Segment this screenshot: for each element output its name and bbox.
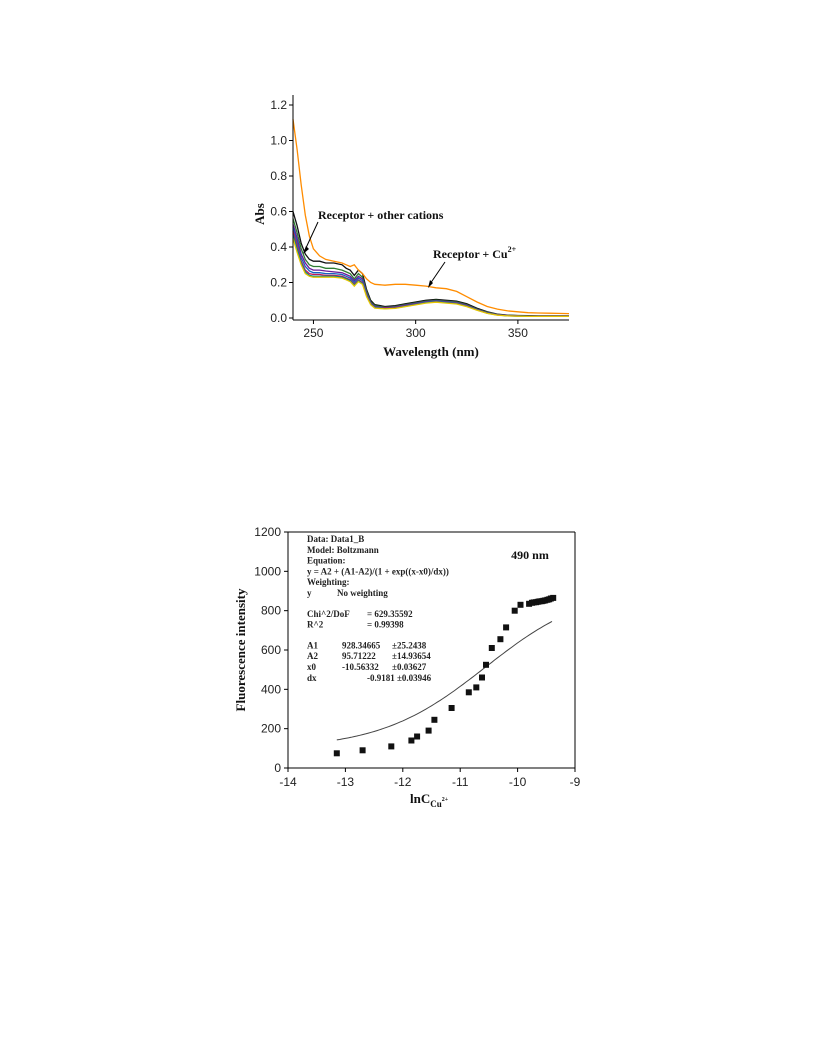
x-tick-label: 250 bbox=[303, 326, 323, 340]
data-point bbox=[479, 674, 485, 681]
y-tick-label: 0 bbox=[274, 761, 281, 775]
y-tick-label: 1200 bbox=[254, 525, 281, 539]
fit-box-text: Data: Data1_B bbox=[307, 534, 364, 544]
x-axis-title-sub-superscript: 2+ bbox=[442, 797, 449, 803]
x-tick-label: 350 bbox=[508, 326, 528, 340]
data-point bbox=[517, 601, 524, 608]
y-tick-label: 0.0 bbox=[270, 311, 287, 325]
fit-box-text: ±25.2438 bbox=[392, 640, 427, 650]
series-line-7 bbox=[292, 119, 570, 315]
fit-curve bbox=[336, 620, 553, 741]
x-axis-title: lnCCu2+ bbox=[410, 791, 449, 809]
x-tick-label: -13 bbox=[337, 775, 355, 789]
fit-box-text: No weighting bbox=[337, 588, 388, 598]
data-point bbox=[408, 737, 415, 744]
x-axis-title-main: lnC bbox=[410, 791, 430, 806]
fit-box-text: x0 bbox=[307, 662, 317, 672]
fit-box-text: ±0.03627 bbox=[392, 662, 427, 672]
data-point bbox=[465, 689, 472, 696]
fit-box-text: A1 bbox=[307, 640, 318, 650]
x-tick-label: -11 bbox=[452, 775, 469, 789]
data-point bbox=[431, 716, 438, 723]
y-tick-label: 1.2 bbox=[270, 98, 287, 112]
data-point bbox=[488, 645, 495, 651]
y-tick-label: 0.6 bbox=[270, 205, 287, 219]
x-tick-label: -10 bbox=[509, 775, 527, 789]
data-point bbox=[359, 747, 366, 754]
data-point bbox=[388, 743, 395, 750]
data-point bbox=[473, 684, 480, 691]
x-tick-label: -14 bbox=[279, 775, 297, 789]
data-point bbox=[483, 661, 489, 668]
y-tick-label: 400 bbox=[261, 682, 281, 696]
data-point bbox=[425, 727, 432, 734]
fit-box-text: Chi^2/DoF bbox=[307, 609, 350, 619]
y-axis-title: Abs bbox=[252, 203, 267, 225]
annotation-cu-superscript: 2+ bbox=[508, 245, 517, 254]
annotation-cu-text: Receptor + Cu bbox=[433, 247, 508, 261]
fit-box-text: y = A2 + (A1-A2)/(1 + exp((x-x0)/dx)) bbox=[307, 566, 449, 576]
data-point bbox=[497, 636, 504, 643]
x-axis-title-subscript: Cu bbox=[430, 799, 442, 809]
data-point bbox=[503, 624, 510, 631]
y-tick-label: 600 bbox=[261, 643, 281, 657]
fit-box-text: Equation: bbox=[307, 556, 346, 566]
x-ticks: -14 -13 -12 -11 -10 -9 bbox=[279, 768, 581, 789]
fit-box-text: A2 bbox=[307, 651, 318, 661]
data-point bbox=[448, 705, 455, 711]
y-ticks: 0 200 400 600 800 1000 1200 bbox=[254, 525, 288, 775]
y-ticks: 0.0 0.2 0.4 0.6 0.8 1.0 1.2 bbox=[270, 98, 293, 325]
plot-area bbox=[333, 594, 557, 757]
y-tick-label: 200 bbox=[261, 722, 281, 736]
y-tick-label: 0.4 bbox=[270, 240, 287, 254]
fit-box-text: 95.71222 bbox=[342, 651, 376, 661]
wavelength-label: 490 nm bbox=[511, 548, 549, 562]
annotation-arrowhead-cu bbox=[428, 280, 433, 288]
annotation-arrow-other bbox=[304, 221, 319, 251]
y-axis-title: Fluorescence intensity bbox=[233, 588, 248, 711]
fit-box-text: -10.56332 bbox=[342, 662, 379, 672]
fit-box-text: ±14.93654 bbox=[392, 651, 431, 661]
x-tick-label: 300 bbox=[406, 326, 426, 340]
x-axis-title: Wavelength (nm) bbox=[383, 344, 479, 359]
absorption-spectrum-chart: 0.0 0.2 0.4 0.6 0.8 1.0 1.2 250 300 350 Abs Wave… bbox=[252, 95, 570, 359]
y-tick-label: 800 bbox=[261, 604, 281, 618]
x-ticks: 250 300 350 bbox=[303, 320, 528, 340]
fit-box-text: = 0.99398 bbox=[367, 620, 404, 630]
y-tick-label: 1.0 bbox=[270, 134, 287, 148]
annotation-other-cations: Receptor + other cations bbox=[318, 208, 444, 222]
series-line-6 bbox=[292, 237, 569, 318]
data-point bbox=[550, 594, 557, 601]
fit-box-text: = 629.35592 bbox=[367, 609, 413, 619]
fit-box-text: 928.34665 bbox=[342, 640, 381, 650]
x-tick-label: -12 bbox=[394, 775, 412, 789]
annotation-cu: Receptor + Cu2+ bbox=[433, 245, 517, 261]
fit-box-text: dx bbox=[307, 673, 317, 683]
data-point bbox=[511, 607, 518, 614]
y-tick-label: 0.2 bbox=[270, 276, 287, 290]
data-point bbox=[333, 750, 340, 757]
fit-box-text: y bbox=[307, 588, 312, 598]
fit-box-text: Model: Boltzmann bbox=[307, 545, 379, 555]
annotation-arrowhead-other bbox=[303, 246, 309, 254]
fit-box-text: R^2 bbox=[307, 620, 324, 630]
y-tick-label: 1000 bbox=[254, 564, 281, 578]
fit-box-text: -0.9181 ±0.03946 bbox=[367, 673, 432, 683]
data-point bbox=[414, 733, 421, 740]
x-tick-label: -9 bbox=[570, 775, 581, 789]
annotation-arrow-cu bbox=[429, 261, 446, 285]
plot-area bbox=[292, 119, 570, 318]
fit-box-text: Weighting: bbox=[307, 577, 350, 587]
y-tick-label: 0.8 bbox=[270, 169, 287, 183]
